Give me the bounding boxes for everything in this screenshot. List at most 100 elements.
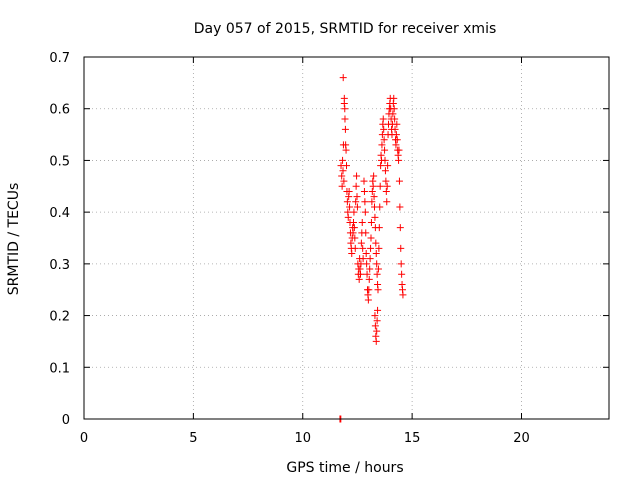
data-point (339, 156, 347, 164)
y-tick-label: 0 (62, 413, 70, 428)
data-point (361, 208, 369, 216)
data-point (374, 306, 382, 314)
data-point (384, 162, 392, 170)
data-point (367, 234, 375, 242)
data-point (353, 193, 361, 201)
y-tick-label: 0.1 (49, 361, 70, 376)
data-point (352, 198, 360, 206)
data-point (370, 172, 378, 180)
x-tick-label: 10 (294, 431, 311, 446)
data-point (365, 286, 373, 294)
data-point (351, 234, 359, 242)
y-tick-label: 0.4 (49, 206, 70, 221)
data-point (389, 110, 397, 118)
data-point (391, 125, 399, 133)
data-point (398, 270, 406, 278)
data-point (364, 296, 372, 304)
data-point (360, 177, 368, 185)
data-point (367, 244, 375, 252)
data-point (392, 131, 400, 139)
data-point (376, 182, 384, 190)
data-point (368, 187, 376, 195)
data-point (348, 250, 356, 258)
x-tick-label: 5 (189, 431, 197, 446)
data-point (380, 125, 388, 133)
data-point (377, 162, 385, 170)
data-point (396, 224, 404, 232)
data-point (357, 239, 365, 247)
data-point (370, 193, 378, 201)
data-point (350, 208, 358, 216)
data-point (373, 317, 381, 325)
data-point (350, 224, 358, 232)
data-point (371, 312, 379, 320)
data-point (397, 244, 405, 252)
data-point (351, 244, 359, 252)
data-point (362, 229, 370, 237)
data-point (395, 146, 403, 154)
data-point (376, 203, 384, 211)
data-point (379, 115, 387, 123)
data-point (373, 260, 381, 268)
y-tick-label: 0.2 (49, 310, 70, 325)
data-point (375, 244, 383, 252)
data-point (359, 255, 367, 263)
data-point (393, 136, 401, 144)
x-tick-label: 20 (513, 431, 530, 446)
data-point (366, 255, 374, 263)
data-point (350, 218, 357, 226)
data-point (393, 120, 401, 128)
data-point (382, 187, 390, 195)
data-point (344, 213, 352, 221)
data-point (390, 105, 398, 113)
data-point (339, 74, 347, 82)
y-tick-label: 0.6 (49, 103, 70, 118)
data-point (341, 125, 349, 133)
data-point (343, 162, 350, 170)
data-point (341, 115, 349, 123)
data-point (365, 275, 373, 283)
data-point (381, 167, 389, 175)
axis-ticks (83, 56, 609, 420)
data-point (374, 286, 382, 294)
data-point (372, 239, 380, 247)
data-point (383, 182, 391, 190)
x-tick-label: 15 (404, 431, 421, 446)
y-tick-label: 0.3 (49, 258, 70, 273)
data-point (391, 115, 399, 123)
data-point (368, 198, 376, 206)
data-point (343, 198, 351, 206)
data-point (372, 250, 380, 258)
x-axis-label: GPS time / hours (286, 460, 403, 476)
data-point (358, 218, 366, 226)
data-point (349, 229, 357, 237)
data-point (346, 203, 354, 211)
data-point (392, 141, 400, 149)
y-tick-labels: 0 0.1 0.2 0.3 0.4 0.5 0.6 0.7 (49, 51, 70, 428)
data-point (338, 182, 346, 190)
data-point (382, 177, 390, 185)
data-point (381, 146, 389, 154)
grid (84, 57, 609, 419)
data-point (339, 167, 347, 175)
data-point (396, 203, 404, 211)
data-point (395, 156, 403, 164)
plot-frame (83, 56, 610, 420)
data-point (378, 141, 386, 149)
data-point (397, 260, 405, 268)
y-tick-label: 0.7 (49, 51, 70, 66)
y-axis-label: SRMTID / TECUs (6, 183, 22, 296)
data-point (352, 182, 360, 190)
y-tick-label: 0.5 (49, 154, 70, 169)
data-point (342, 146, 350, 154)
data-point (355, 275, 363, 283)
data-point (363, 260, 371, 268)
data-point (353, 203, 361, 211)
data-point (395, 177, 403, 185)
data-point (399, 291, 407, 299)
data-point (360, 187, 368, 195)
data-series-srmtid (336, 74, 407, 423)
data-point (362, 250, 370, 258)
data-point (371, 322, 379, 330)
